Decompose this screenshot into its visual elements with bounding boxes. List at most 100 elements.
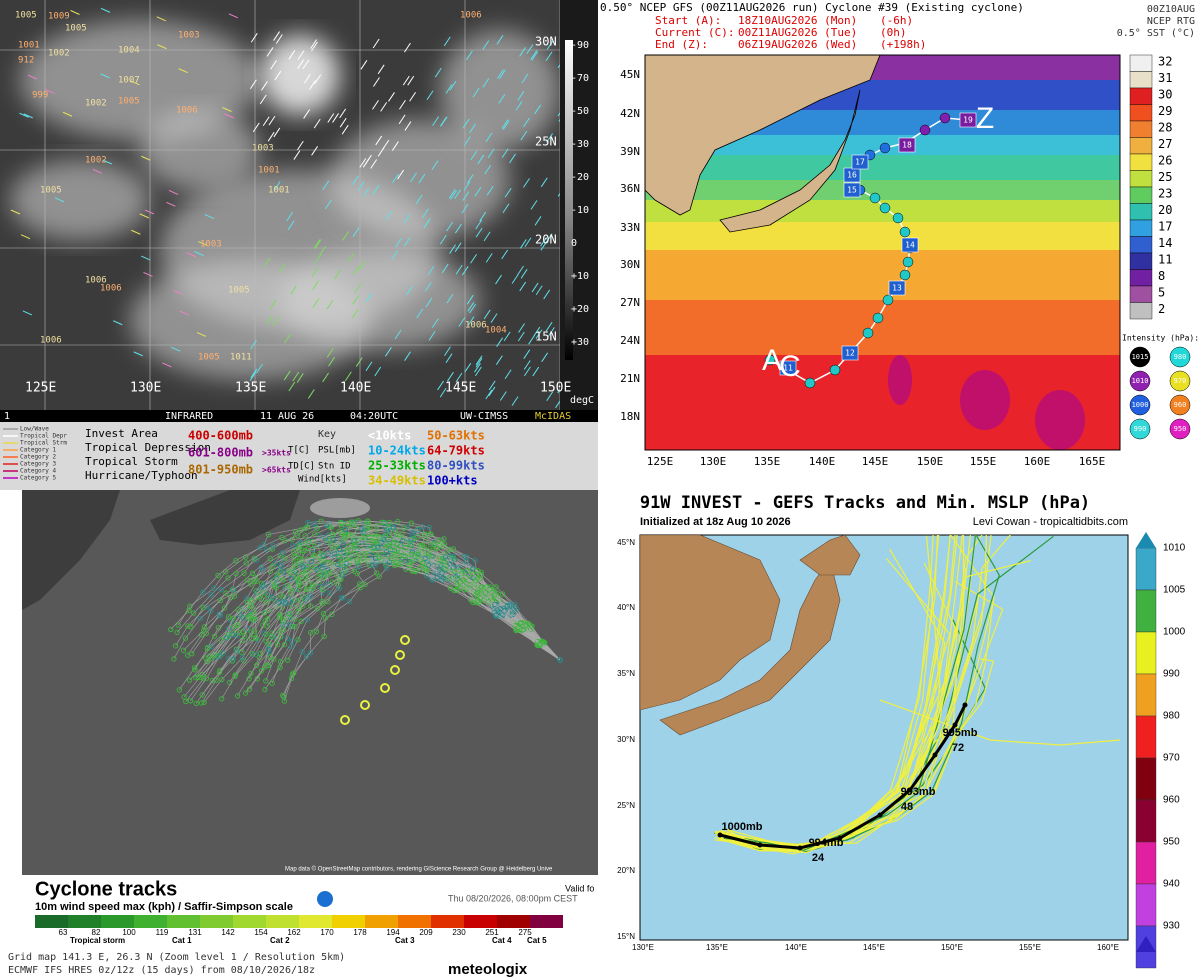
track-marker: Z [976,102,994,135]
wind-barb [501,148,509,158]
track-point [200,676,207,682]
wind-barb [273,127,281,138]
track [189,549,561,681]
track-point [277,566,283,573]
track-point [281,698,288,704]
wind-barb [446,293,454,304]
track-point [311,543,318,550]
intensity-swatch [1129,346,1151,368]
track-point [249,650,255,657]
scale-label: 29 [1158,104,1172,118]
wind-barb [250,368,258,379]
track-point [307,592,314,599]
wind-barb [472,87,480,98]
ensemble-mean [340,715,350,725]
wind-barb [545,233,553,243]
legend-key-item: Wind[kts] [298,475,347,485]
wind-barb [283,370,291,381]
station-pressure: 1002 [85,156,107,166]
legend-key-item: T[C] [288,446,310,456]
track-point [262,686,268,693]
scale-swatch [1129,170,1153,188]
wind-barb [303,109,311,119]
time-field: (-6h) [880,14,913,27]
wind-barb [270,60,277,70]
wind-barb [502,203,510,214]
scale-label: 27 [1158,137,1172,151]
scale-swatch [431,915,464,928]
scale-label: 119 [156,928,169,937]
wind-barb [558,118,560,122]
track-point [294,573,301,580]
track-point [216,653,223,660]
scale-label: 17 [1158,220,1172,234]
track-point [277,664,283,671]
lon-label: 150E [540,381,571,396]
wind-barb [143,271,153,277]
track-point [261,610,268,616]
track-point [328,560,334,566]
land [659,559,841,736]
scale-swatch [101,915,134,928]
station-pressure: 912 [18,56,34,66]
time-field: (+198h) [880,38,926,51]
track-point [492,601,498,608]
wind-barb [428,331,436,341]
scale-label: 990 [1163,669,1180,680]
time-field: Start (A): [655,14,721,27]
scale-label: 31 [1158,71,1172,85]
wind-barb [351,308,359,319]
sst-frame [644,54,1121,451]
track-point [287,610,293,617]
track-point [288,590,294,597]
wind-barb [485,132,493,143]
intensity-swatch [1169,394,1191,416]
track-point [314,605,321,612]
wind-barb [178,68,188,74]
track-point [302,525,309,531]
track-point [204,645,211,652]
scale-label: 25 [1158,170,1172,184]
scale-label: +30 [571,337,589,348]
cloud-core [260,35,340,115]
track-point [208,608,214,614]
mean-point [952,722,958,728]
lon-label: 135E [754,455,781,468]
track-point [764,354,776,366]
track-point [428,576,435,583]
lat-label: 45N [620,68,640,81]
legend-subtitle: 10m wind speed max (kph) / Saffir-Simpso… [35,901,293,913]
scale-label: 930 [1163,921,1180,932]
track-point [510,611,516,618]
track-point [386,542,392,549]
track-point [230,587,237,593]
lon-label: 165E [1079,455,1106,468]
wind-barb [530,50,538,60]
legend-pressure: 601-800mb [188,446,253,460]
scale-swatch [1129,153,1153,171]
margin [0,490,22,875]
track [214,526,561,661]
scale-label: 142 [221,928,235,937]
track-point [295,546,302,552]
track-point [469,570,476,577]
lat-label: 25N [535,135,557,149]
track-point [435,537,441,544]
track-point [242,606,248,612]
category-label: Cat 3 [395,936,415,945]
track-point [364,518,371,524]
wind-barb [312,280,320,290]
legend-wind: 10-24kts [368,444,426,458]
scale-swatch [299,915,332,928]
lat-label: 30N [535,35,557,49]
scale-label: 970 [1163,753,1180,764]
wind-barb [469,123,476,134]
track-point [434,574,440,581]
wind-barb [377,64,385,75]
wind-barb [374,366,382,377]
track-point [287,621,293,628]
track-point [217,597,223,604]
track-point [447,546,453,553]
track-point [330,537,336,543]
